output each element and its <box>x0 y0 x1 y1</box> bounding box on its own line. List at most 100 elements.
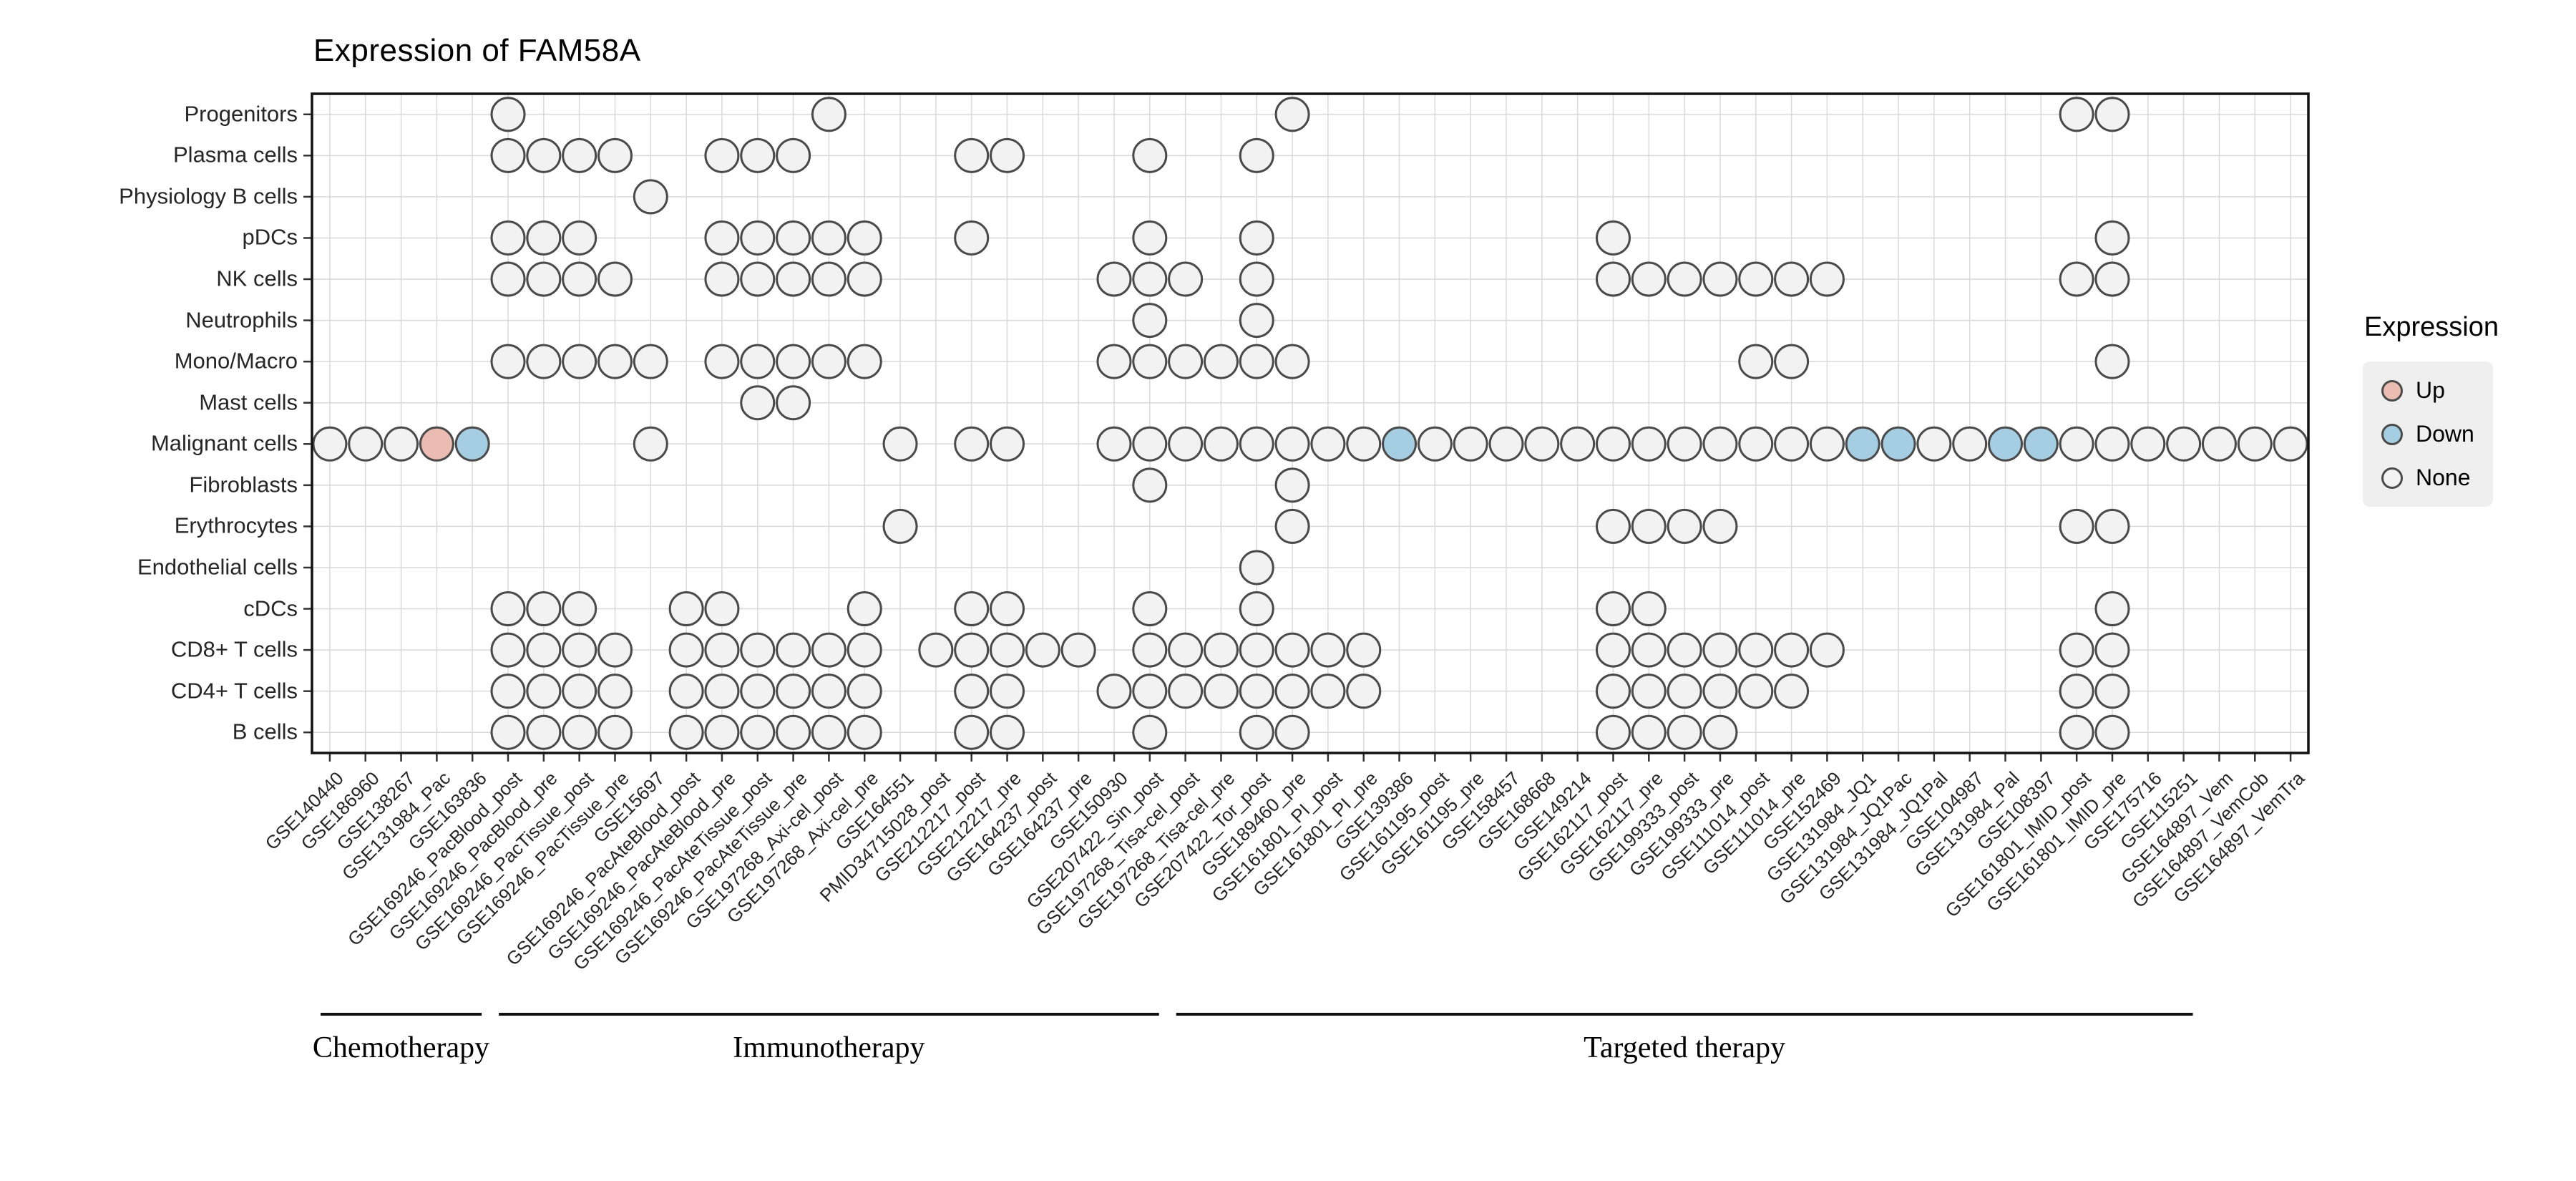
expression-dot-none <box>1667 508 1702 544</box>
expression-dot-none <box>2059 426 2094 462</box>
expression-dot-none <box>2094 97 2130 132</box>
expression-dot-none <box>1631 591 1667 627</box>
expression-dot-none <box>990 426 1025 462</box>
expression-dot-none <box>954 426 990 462</box>
expression-dot-none <box>776 137 811 173</box>
expression-dot-none <box>1274 632 1310 668</box>
legend-item-none: None <box>2381 465 2474 491</box>
expression-dot-none <box>2094 261 2130 297</box>
expression-dot-none <box>1702 426 1738 462</box>
expression-dot-none <box>990 591 1025 627</box>
legend-label-down: Down <box>2416 421 2474 447</box>
expression-dot-none <box>1239 220 1274 256</box>
expression-dot-none <box>1417 426 1453 462</box>
chart-title: Expression of FAM58A <box>313 33 641 68</box>
expression-dot-none <box>1595 261 1631 297</box>
expression-dot-none <box>1203 632 1239 668</box>
y-axis-label: CD8+ T cells <box>170 636 298 662</box>
expression-dot-none <box>1738 261 1774 297</box>
expression-dot-none <box>1595 508 1631 544</box>
expression-dot-none <box>1132 674 1168 709</box>
expression-dot-none <box>1310 674 1346 709</box>
legend-panel: Up Down None <box>2363 361 2493 507</box>
expression-dot-none <box>1274 467 1310 503</box>
expression-dot-none <box>811 674 847 709</box>
expression-dot-none <box>526 261 562 297</box>
expression-dot-none <box>526 137 562 173</box>
expression-dot-none <box>2201 426 2237 462</box>
expression-dot-none <box>1488 426 1524 462</box>
expression-dot-none <box>1667 261 1702 297</box>
legend: Expression Up Down None <box>2363 312 2499 507</box>
expression-dot-none <box>1274 344 1310 379</box>
y-axis-label: B cells <box>232 719 298 744</box>
expression-dot-none <box>847 714 882 750</box>
expression-dot-none <box>1239 137 1274 173</box>
expression-dot-none <box>704 137 740 173</box>
expression-dot-none <box>811 632 847 668</box>
expression-dot-none <box>882 508 918 544</box>
expression-dot-none <box>847 591 882 627</box>
expression-dot-down <box>1382 426 1418 462</box>
expression-dot-none <box>1239 550 1274 585</box>
legend-title: Expression <box>2364 312 2499 342</box>
expression-dot-none <box>811 261 847 297</box>
expression-dot-none <box>954 591 990 627</box>
expression-dot-none <box>990 674 1025 709</box>
expression-dot-none <box>776 385 811 421</box>
expression-dot-none <box>1132 591 1168 627</box>
expression-dot-none <box>1774 261 1810 297</box>
expression-dot-none <box>1774 632 1810 668</box>
expression-dot-none <box>490 714 526 750</box>
expression-dot-none <box>1203 674 1239 709</box>
expression-dot-none <box>1631 508 1667 544</box>
expression-dot-none <box>847 344 882 379</box>
expression-dot-none <box>2059 508 2094 544</box>
y-axis-label: Malignant cells <box>150 430 298 456</box>
expression-dot-none <box>597 632 633 668</box>
expression-dot-none <box>633 344 668 379</box>
expression-dot-none <box>1203 426 1239 462</box>
expression-dot-none <box>490 591 526 627</box>
expression-dot-none <box>1595 632 1631 668</box>
expression-dot-none <box>1346 632 1382 668</box>
y-axis-label: Fibroblasts <box>189 472 298 497</box>
plot-panel-border <box>311 92 2310 754</box>
expression-dot-none <box>1667 632 1702 668</box>
expression-dot-none <box>1168 426 1204 462</box>
y-axis-label: cDCs <box>243 595 298 621</box>
expression-dot-none <box>740 674 776 709</box>
expression-dot-none <box>490 220 526 256</box>
y-axis-label: Physiology B cells <box>119 183 298 209</box>
expression-dot-none <box>2094 632 2130 668</box>
expression-dot-none <box>1274 426 1310 462</box>
expression-dot-none <box>562 591 597 627</box>
expression-dot-none <box>1667 426 1702 462</box>
expression-dot-none <box>597 344 633 379</box>
expression-dot-none <box>1595 426 1631 462</box>
expression-dot-none <box>633 426 668 462</box>
y-axis-label: CD4+ T cells <box>170 677 298 703</box>
expression-dot-none <box>811 220 847 256</box>
expression-dot-none <box>562 674 597 709</box>
expression-dot-none <box>1096 426 1132 462</box>
expression-dot-none <box>597 137 633 173</box>
legend-item-up: Up <box>2381 377 2474 404</box>
expression-dot-none <box>1702 261 1738 297</box>
expression-dot-none <box>1631 632 1667 668</box>
expression-dot-none <box>776 674 811 709</box>
expression-dot-none <box>490 261 526 297</box>
expression-dot-up <box>419 426 454 462</box>
expression-dot-none <box>1631 674 1667 709</box>
expression-dot-none <box>2273 426 2308 462</box>
expression-dot-none <box>1310 632 1346 668</box>
expression-dot-none <box>348 426 384 462</box>
expression-dot-none <box>2059 261 2094 297</box>
up-dot-icon <box>2381 379 2403 402</box>
group-label-immunotherapy: Immunotherapy <box>733 1031 925 1064</box>
expression-dot-none <box>2059 674 2094 709</box>
expression-dot-none <box>811 97 847 132</box>
expression-dot-none <box>1631 261 1667 297</box>
expression-dot-none <box>1060 632 1096 668</box>
